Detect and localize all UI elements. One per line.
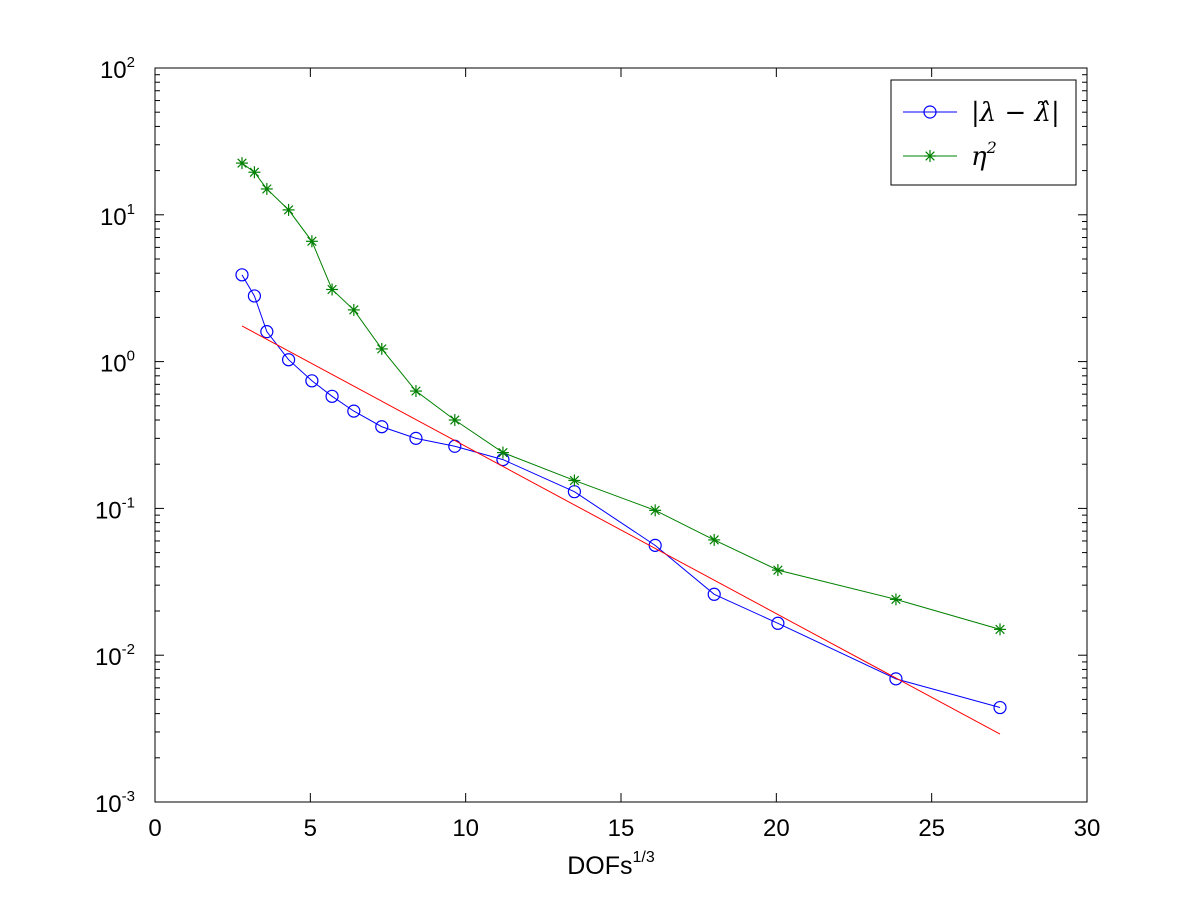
error-series-point <box>235 268 249 282</box>
estimator-series-point <box>409 385 422 398</box>
estimator-series-point <box>649 504 662 517</box>
x-tick-label: 5 <box>304 815 317 842</box>
legend-marker <box>924 150 936 162</box>
legend: |λ − λ̂| η2 <box>890 79 1077 186</box>
estimator-series-point <box>260 182 273 195</box>
estimator-series-point <box>305 235 318 248</box>
estimator-series <box>235 157 1007 636</box>
legend-label: |λ − λ̂| <box>971 98 1060 128</box>
y-tick-label: 102 <box>100 54 135 84</box>
x-tick-label: 30 <box>1074 815 1101 842</box>
error-series-point <box>305 374 319 388</box>
estimator-series-point <box>889 593 902 606</box>
legend-label: η2 <box>971 138 997 172</box>
estimator-series-point <box>235 157 248 170</box>
y-tick-label: 100 <box>100 348 135 378</box>
estimator-series-point <box>326 283 339 296</box>
error-series-point <box>993 700 1007 715</box>
estimator-series-point <box>994 623 1007 636</box>
error-series-point <box>375 420 389 434</box>
legend-entry: |λ − λ̂| <box>903 98 1060 128</box>
x-tick-label: 20 <box>763 815 790 842</box>
error-series-point <box>247 289 262 303</box>
x-tick-label: 0 <box>148 815 161 842</box>
legend-box <box>890 79 1077 186</box>
estimator-series-point <box>708 533 721 546</box>
error-series-point <box>347 404 361 418</box>
estimator-series-point <box>448 414 461 427</box>
error-series-point <box>260 325 274 339</box>
estimator-series-point <box>496 446 509 459</box>
reference-rate-line <box>241 325 1001 735</box>
error-series-point <box>409 431 423 445</box>
estimator-series-point <box>771 564 784 577</box>
estimator-series-point <box>568 474 581 487</box>
estimator-series-point <box>248 166 261 179</box>
error-series-point <box>707 587 721 601</box>
y-tick-label: 10-1 <box>95 494 135 524</box>
error-series-point <box>325 389 339 403</box>
estimator-series-point <box>347 303 360 316</box>
y-tick-label: 10-2 <box>95 641 135 671</box>
x-axis-label: DOFs1/3 <box>567 849 655 880</box>
reference-rate-line-line <box>241 325 1001 735</box>
x-tick-label: 25 <box>918 815 945 842</box>
y-tick-label: 10-3 <box>95 788 135 818</box>
series-group <box>235 157 1007 735</box>
plot-area <box>154 67 1088 803</box>
plot-frame <box>154 67 1088 803</box>
legend-marker <box>923 105 937 119</box>
estimator-series-point <box>282 203 295 216</box>
axes: 0 5 10 15 20 25 30 10-3 10-2 10-1 100 101 102 DOFs1/3 <box>95 54 1100 880</box>
x-tick-label: 15 <box>608 815 635 842</box>
x-tick-label: 10 <box>452 815 479 842</box>
estimator-series-point <box>375 342 388 355</box>
legend-entry: η2 <box>903 138 997 172</box>
error-series-point <box>771 616 785 630</box>
error-series-line <box>241 274 1001 709</box>
error-series <box>235 268 1007 715</box>
error-series-point <box>281 353 296 367</box>
y-tick-label: 101 <box>100 201 135 231</box>
error-series-point <box>889 672 903 686</box>
